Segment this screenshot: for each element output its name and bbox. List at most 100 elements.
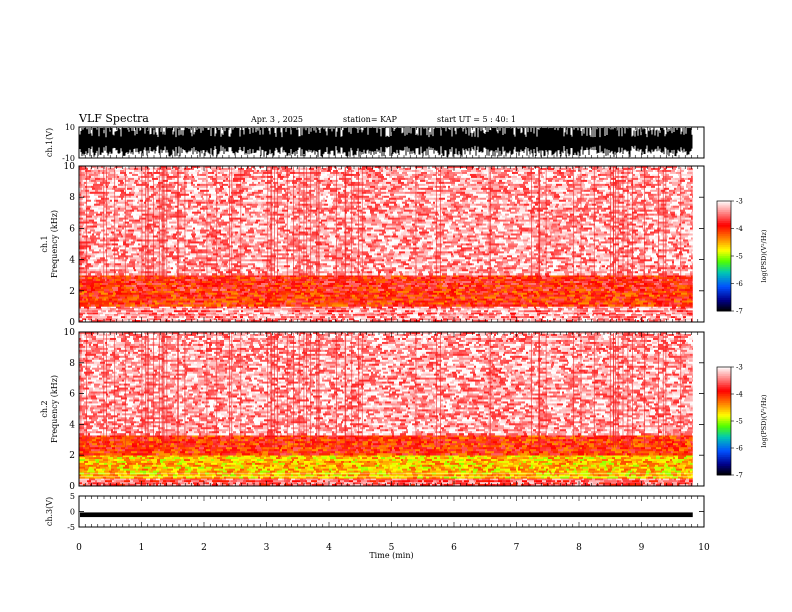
spectrogram-cell (438, 173, 440, 177)
spectrogram-cell (161, 292, 166, 295)
spectrogram-cell (248, 316, 252, 319)
spectrogram-cell (141, 175, 144, 179)
spectrogram-cell (648, 277, 652, 280)
spectrogram-cell (576, 288, 580, 292)
spectrogram-cell (347, 277, 350, 280)
spectrogram-cell (569, 167, 571, 171)
spectrogram-cell (444, 316, 448, 319)
spectrogram-cell (434, 296, 439, 299)
spectrogram-cell (568, 171, 570, 175)
spectrogram-cell (85, 283, 91, 286)
spectrogram-cell (378, 310, 380, 313)
spectrogram-cell (609, 281, 613, 284)
spectrogram-cell (90, 284, 94, 288)
spectrogram-cell (271, 167, 275, 171)
spectrogram-cell (135, 275, 138, 278)
spectrogram-cell (319, 310, 325, 313)
spectrogram-cell (357, 312, 363, 315)
spectrogram-cell (530, 167, 534, 171)
spectrogram-cell (139, 292, 141, 295)
spectrogram-cell (236, 277, 240, 280)
spectrogram-cell (619, 283, 623, 286)
spectrogram-cell (385, 277, 391, 280)
spectrogram-cell (154, 286, 156, 290)
spectrogram-cell (198, 169, 200, 173)
spectrogram-cell (109, 312, 111, 315)
spectrogram-cell (164, 314, 166, 317)
spectrogram-cell (607, 292, 613, 295)
spectrogram-cell (115, 275, 120, 278)
spectrogram-cell (264, 173, 266, 177)
spectrogram-cell (341, 171, 344, 175)
spectrogram-cell (148, 294, 152, 297)
spectrogram-cell (292, 296, 295, 299)
spectrogram-cell (521, 314, 524, 317)
spectrogram-cell (314, 294, 316, 297)
spectrogram-cell (381, 312, 387, 315)
spectrogram-cell (345, 290, 347, 294)
spectrogram-cell (413, 175, 415, 179)
spectrogram-cell (474, 281, 479, 284)
spectrogram-cell (273, 175, 278, 179)
spectrogram-cell (239, 300, 242, 303)
spectrogram-cell (310, 175, 314, 179)
spectrogram-cell (651, 314, 653, 317)
spectrogram-cell (616, 296, 620, 299)
spectrogram-cell (278, 290, 281, 294)
spectrogram-cell (633, 169, 636, 173)
spectrogram-cell (634, 275, 637, 278)
spectrogram-cell (489, 316, 495, 319)
spectrogram-cell (669, 304, 672, 307)
spectrogram-cell (88, 167, 90, 171)
spectrogram-cell (97, 281, 103, 284)
spectrogram-cell (191, 318, 195, 321)
spectrogram-cell (517, 275, 522, 278)
spectrogram-cell (244, 277, 250, 280)
spectrogram-cell (208, 316, 211, 319)
spectrogram-cell (176, 294, 180, 297)
spectrogram-cell (369, 283, 374, 286)
spectrogram-cell (82, 281, 86, 284)
spectrogram-cell (392, 288, 395, 292)
spectrogram-cell (359, 310, 361, 313)
spectrogram-cell (166, 166, 171, 169)
spectrogram-cell (150, 275, 153, 278)
spectrogram-cell (230, 316, 233, 319)
spectrogram-cell (564, 316, 568, 319)
spectrogram-cell (684, 275, 686, 278)
spectrogram-cell (388, 286, 391, 290)
spectrogram-cell (457, 298, 461, 301)
spectrogram-cell (171, 166, 173, 169)
spectrogram-cell (145, 171, 147, 175)
spectrogram-cell (558, 296, 563, 299)
spectrogram-cell (354, 298, 360, 301)
spectrogram-cell (665, 316, 667, 319)
spectrogram-cell (566, 175, 568, 179)
spectrogram-cell (182, 316, 184, 319)
spectrogram-cell (143, 177, 145, 181)
spectrogram-cell (374, 290, 380, 294)
spectrogram-cell (254, 167, 256, 171)
spectrogram-cell (276, 306, 279, 309)
spectrogram-cell (533, 288, 536, 292)
spectrogram-cell (247, 171, 250, 175)
spectrogram-cell (217, 173, 222, 177)
spectrogram-cell (212, 294, 214, 297)
spectrogram-cell (345, 312, 349, 315)
spectrogram-cell (291, 304, 295, 307)
spectrogram-cell (405, 173, 408, 177)
spectrogram-cell (589, 169, 592, 173)
spectrogram-cell (401, 166, 405, 169)
spectrogram-cell (466, 312, 468, 315)
spectrogram-cell (358, 316, 361, 319)
spectrogram-cell (560, 298, 564, 301)
spectrogram-cell (632, 284, 634, 288)
spectrogram-cell (79, 314, 83, 317)
spectrogram-cell (516, 316, 520, 319)
spectrogram-cell (262, 302, 268, 305)
spectrogram-cell (458, 290, 461, 294)
spectrogram-cell (182, 166, 186, 169)
spectrogram-cell (430, 284, 433, 288)
spectrogram-cell (451, 288, 456, 292)
spectrogram-cell (576, 177, 581, 181)
